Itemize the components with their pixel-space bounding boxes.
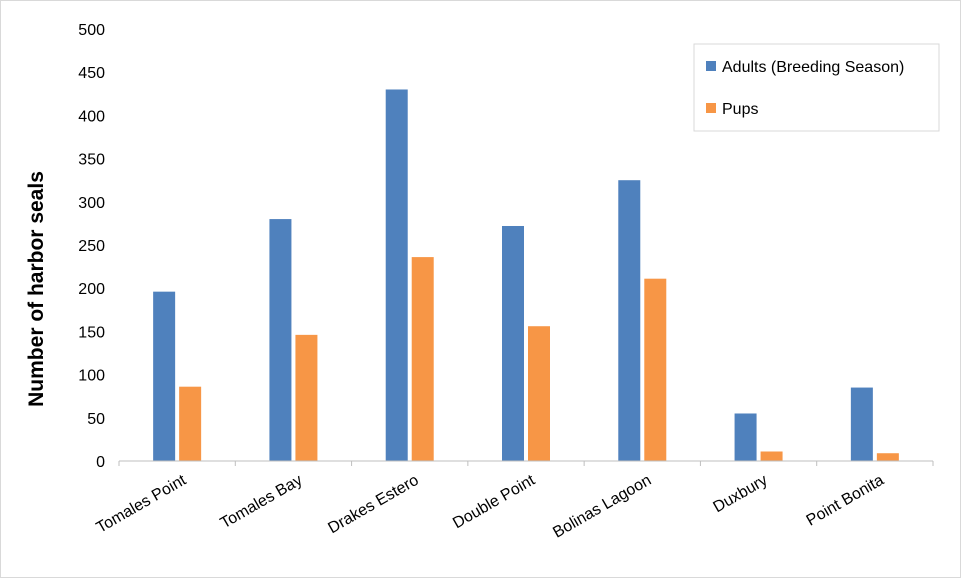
bar-adults (734, 413, 757, 461)
y-tick-label: 500 (78, 22, 105, 39)
y-tick-label: 50 (87, 411, 105, 428)
x-axis-ticks: Tomales Point Tomales Bay Drakes Estero Dou… (94, 461, 934, 542)
bar-pups (760, 451, 783, 461)
bar-pups (644, 278, 667, 461)
y-tick-label: 400 (78, 108, 105, 125)
x-tick-label: Bolinas Lagoon (550, 472, 654, 542)
bar-adults (502, 225, 524, 461)
y-tick-label: 300 (78, 195, 105, 212)
y-tick-label: 100 (78, 368, 105, 385)
bar-pups (876, 453, 899, 461)
x-tick-label: Tomales Bay (218, 472, 306, 533)
bar-adults (269, 219, 292, 461)
x-tick-label: Point Bonita (804, 472, 887, 530)
y-axis-ticks: 0 50 100 150 200 250 300 350 400 450 500 (78, 22, 105, 471)
x-tick-label: Tomales Point (94, 471, 190, 536)
bar-pups (411, 257, 434, 461)
legend-box (693, 43, 940, 132)
x-tick-label: Drakes Estero (325, 472, 421, 537)
legend: Adults (Breeding Season) Pups (693, 43, 940, 132)
bar-adults (385, 89, 408, 461)
y-axis-label-group: Number of harbor seals (25, 171, 48, 407)
bar-pups (528, 326, 550, 461)
bar-adults (850, 387, 873, 461)
legend-swatch-adults (706, 61, 716, 71)
legend-swatch-pups (706, 103, 716, 113)
bar-adults (618, 180, 641, 461)
bar-pups (179, 386, 202, 461)
legend-label-pups: Pups (722, 101, 758, 118)
bar-pups (295, 334, 318, 461)
y-tick-label: 200 (78, 281, 105, 298)
y-tick-label: 0 (96, 454, 105, 471)
y-tick-label: 150 (78, 324, 105, 341)
legend-label-adults: Adults (Breeding Season) (722, 59, 904, 76)
x-tick-label: Double Point (450, 471, 538, 532)
x-tick-label: Duxbury (710, 472, 770, 517)
y-axis-label: Number of harbor seals (25, 171, 48, 407)
bars (153, 89, 899, 461)
bar-adults (153, 291, 176, 461)
y-tick-label: 450 (78, 65, 105, 82)
y-tick-label: 350 (78, 152, 105, 169)
y-tick-label: 250 (78, 238, 105, 255)
